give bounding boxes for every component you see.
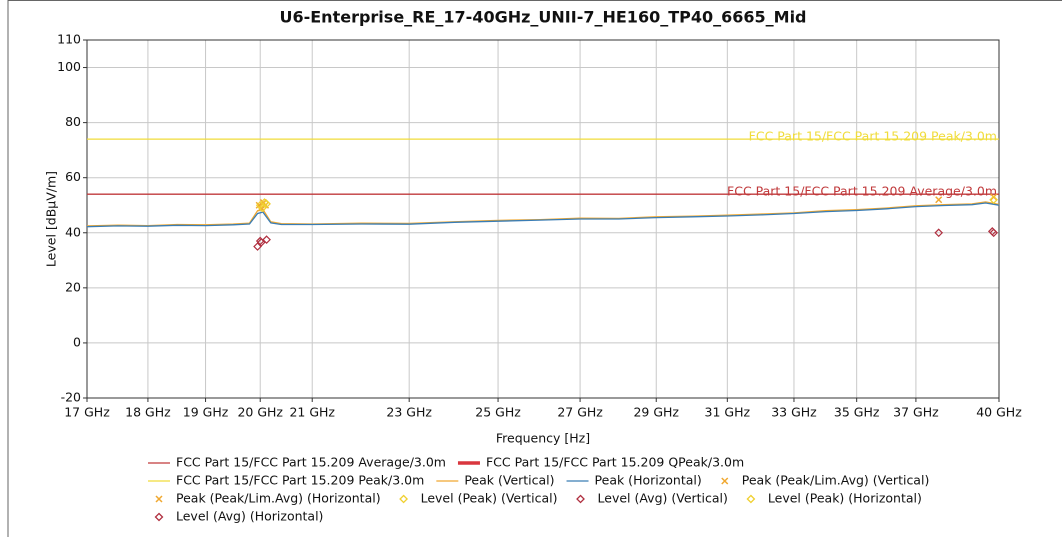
level-marker	[262, 199, 271, 209]
x-tick-label: 17 GHz	[64, 405, 110, 420]
legend-item: Level (Peak) (Vertical)	[399, 491, 558, 506]
legend-item: Peak (Peak/Lim.Avg) (Horizontal)	[155, 491, 381, 506]
x-tick-label: 31 GHz	[705, 405, 751, 420]
legend-symbol	[721, 477, 729, 485]
y-tick-label: -20	[61, 390, 81, 405]
trace	[86, 202, 1000, 228]
x-tick-label: 27 GHz	[557, 405, 603, 420]
y-tick-label: 40	[65, 224, 81, 239]
y-tick-label: 60	[65, 169, 81, 184]
legend-label: Level (Avg) (Horizontal)	[176, 509, 323, 524]
legend-item: Level (Peak) (Horizontal)	[746, 491, 922, 506]
x-tick-label: 25 GHz	[475, 405, 521, 420]
level-marker	[262, 235, 271, 245]
limit-label: FCC Part 15/FCC Part 15.209 Average/3.0m	[727, 184, 997, 199]
level-marker	[253, 242, 262, 251]
legend-item: Peak (Peak/Lim.Avg) (Vertical)	[721, 473, 930, 488]
level-marker	[989, 228, 999, 238]
level-marker	[989, 195, 999, 205]
chart-title: U6-Enterprise_RE_17-40GHz_UNII-7_HE160_T…	[279, 8, 806, 27]
legend-item: FCC Part 15/FCC Part 15.209 QPeak/3.0m	[457, 455, 744, 470]
y-tick-label: 80	[65, 114, 81, 129]
legend-item: Level (Avg) (Horizontal)	[154, 509, 323, 524]
x-tick-label: 19 GHz	[183, 405, 229, 420]
x-tick-label: 35 GHz	[834, 405, 880, 420]
x-tick-label: 37 GHz	[893, 405, 939, 420]
legend-symbol	[399, 494, 409, 504]
legend-label: Level (Peak) (Horizontal)	[768, 491, 922, 506]
x-tick-label: 33 GHz	[771, 405, 817, 420]
legend-symbol	[155, 495, 163, 503]
legend-label: FCC Part 15/FCC Part 15.209 Peak/3.0m	[176, 473, 424, 488]
legend-label: Peak (Peak/Lim.Avg) (Horizontal)	[176, 491, 381, 506]
y-tick-label: 110	[57, 32, 81, 47]
legend-symbol	[746, 494, 756, 504]
legend-label: Peak (Vertical)	[464, 473, 554, 488]
level-marker	[257, 203, 267, 213]
legend-item: Peak (Vertical)	[436, 473, 555, 488]
peak-marker	[935, 196, 943, 204]
legend-item: FCC Part 15/FCC Part 15.209 Peak/3.0m	[148, 473, 424, 488]
y-tick-label: 20	[65, 279, 81, 294]
y-axis-label: Level [dBµV/m]	[44, 171, 59, 267]
x-tick-label: 23 GHz	[386, 405, 432, 420]
plot-area	[86, 39, 1000, 399]
legend-item: Peak (Horizontal)	[566, 473, 702, 488]
legend-label: FCC Part 15/FCC Part 15.209 QPeak/3.0m	[486, 455, 744, 470]
level-marker	[934, 228, 944, 238]
legend-label: FCC Part 15/FCC Part 15.209 Average/3.0m	[176, 455, 446, 470]
legend-label: Peak (Peak/Lim.Avg) (Vertical)	[742, 473, 930, 488]
x-tick-label: 29 GHz	[633, 405, 679, 420]
x-tick-label: 40 GHz	[976, 405, 1022, 420]
legend-label: Level (Avg) (Vertical)	[598, 491, 728, 506]
x-tick-label: 21 GHz	[289, 405, 335, 420]
x-tick-label: 18 GHz	[125, 405, 171, 420]
legend-item: FCC Part 15/FCC Part 15.209 Average/3.0m	[148, 455, 446, 470]
y-tick-label: 100	[57, 59, 81, 74]
legend-label: Level (Peak) (Vertical)	[421, 491, 558, 506]
limit-label: FCC Part 15/FCC Part 15.209 Peak/3.0m	[749, 129, 997, 144]
trace	[86, 201, 1000, 227]
legend-symbol	[576, 494, 585, 504]
legend-item: Level (Avg) (Vertical)	[576, 491, 728, 506]
legend-label: Peak (Horizontal)	[595, 473, 702, 488]
x-axis-label: Frequency [Hz]	[496, 431, 590, 446]
x-tick-label: 20 GHz	[237, 405, 283, 420]
legend-symbol	[154, 512, 164, 522]
y-tick-label: 0	[73, 334, 81, 349]
